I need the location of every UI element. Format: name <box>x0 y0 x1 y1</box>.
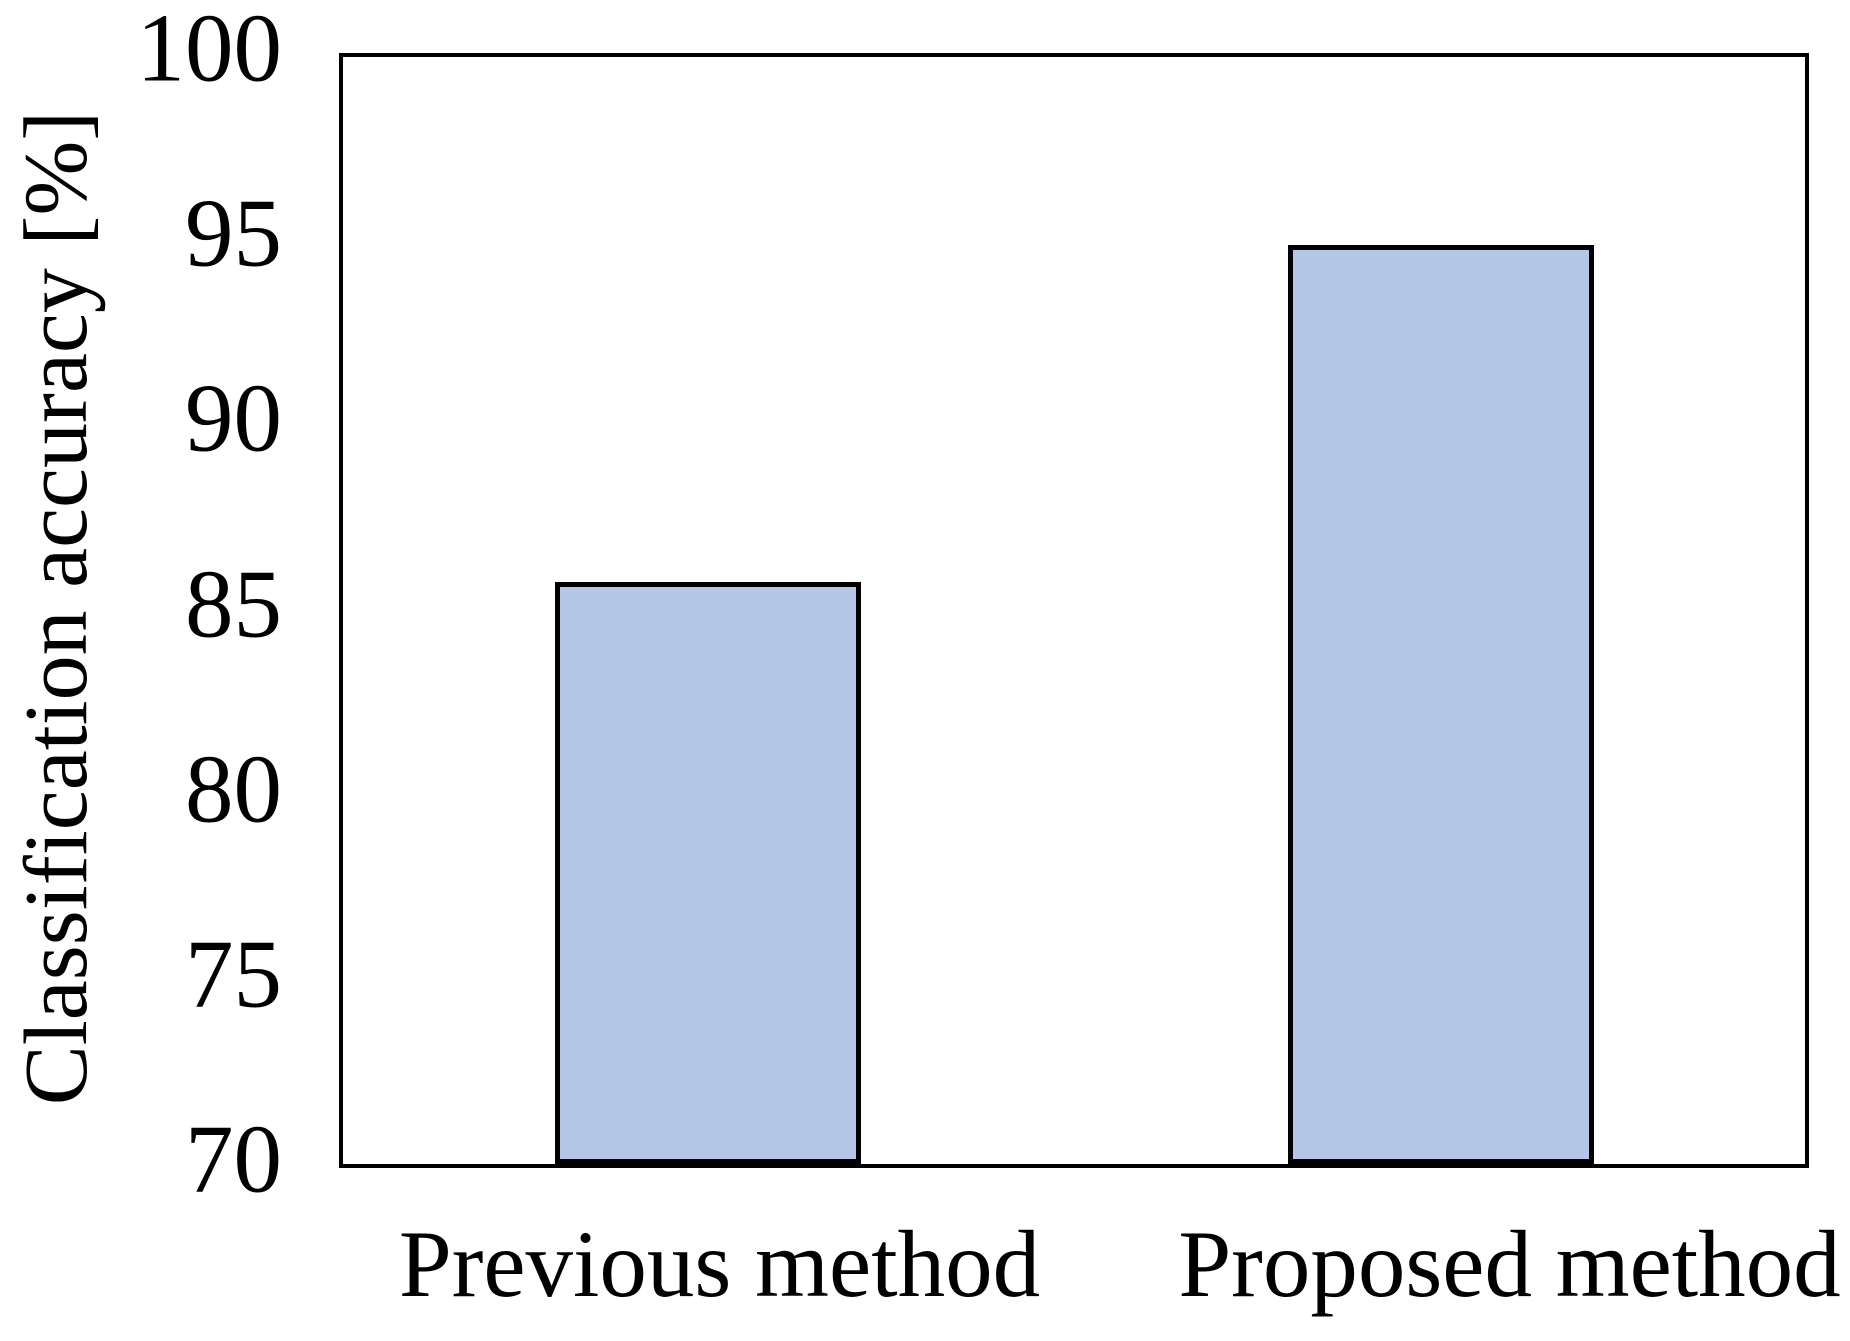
bar-previous-method <box>554 582 861 1164</box>
y-tick-label-70: 70 <box>185 1105 282 1213</box>
bar-proposed-method <box>1287 245 1594 1164</box>
y-tick-label-90: 90 <box>185 364 282 472</box>
y-tick-label-95: 95 <box>185 179 282 287</box>
x-category-label-proposed-method: Proposed method <box>1178 1211 1841 1317</box>
y-tick-label-75: 75 <box>185 920 282 1028</box>
x-category-label-previous-method: Previous method <box>398 1211 1041 1317</box>
y-tick-label-100: 100 <box>136 0 283 102</box>
y-tick-label-80: 80 <box>185 735 282 843</box>
y-tick-label-85: 85 <box>185 550 282 657</box>
